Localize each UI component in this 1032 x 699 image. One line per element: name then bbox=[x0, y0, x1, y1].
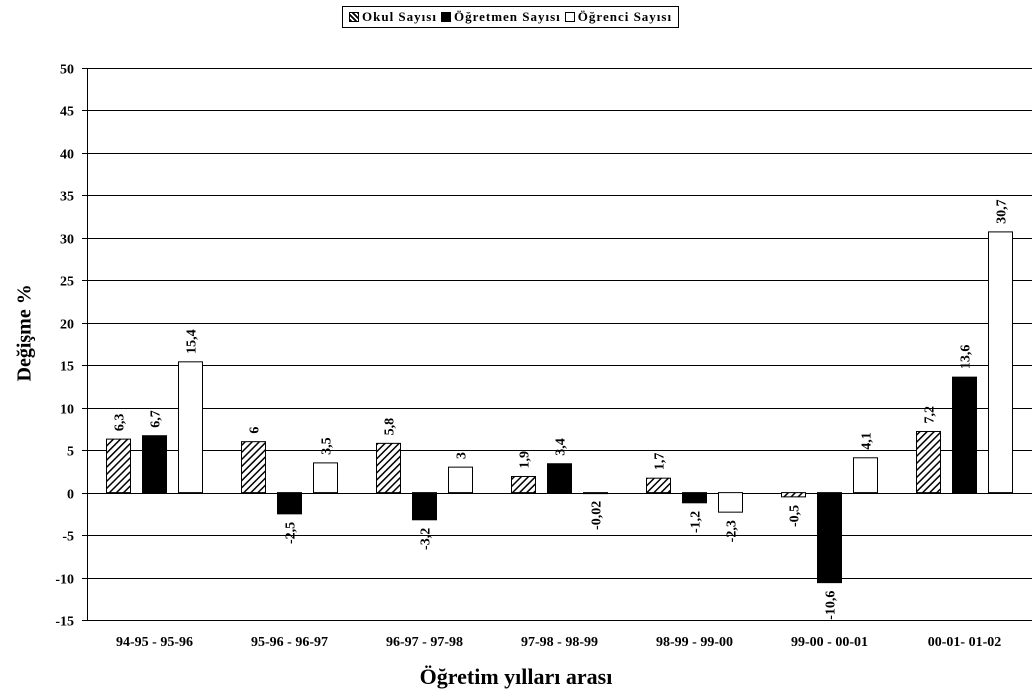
legend-item-okul: Okul Sayısı bbox=[349, 9, 437, 25]
x-tick-label: 94-95 - 95-96 bbox=[116, 635, 193, 650]
legend-label-ogretmen: Öğretmen Sayısı bbox=[453, 9, 561, 24]
bar-okul bbox=[646, 477, 671, 494]
data-label: -2,3 bbox=[725, 520, 740, 542]
legend: Okul Sayısı Öğretmen Sayısı Öğrenci Sayı… bbox=[342, 6, 680, 28]
data-label: -0,02 bbox=[590, 501, 605, 530]
bar-ogrenci bbox=[988, 231, 1013, 494]
y-tick-label: 5 bbox=[67, 445, 74, 460]
data-label: 1,9 bbox=[518, 451, 533, 469]
data-label: 6,3 bbox=[113, 414, 128, 432]
x-tick-label: 99-00 - 00-01 bbox=[791, 635, 868, 650]
bar-ogrenci bbox=[853, 457, 878, 494]
y-tick-label: -15 bbox=[55, 615, 74, 630]
x-tick-label: 95-96 - 96-97 bbox=[251, 635, 328, 650]
data-label: 6,7 bbox=[149, 410, 164, 428]
data-label: -10,6 bbox=[824, 591, 839, 620]
legend-item-ogrenci: Öğrenci Sayısı bbox=[564, 9, 673, 25]
bar-okul bbox=[781, 492, 806, 498]
bar-ogretmen bbox=[682, 492, 707, 504]
y-tick-label: -5 bbox=[62, 530, 74, 545]
data-label: 1,7 bbox=[653, 453, 668, 471]
bar-okul bbox=[916, 430, 941, 494]
data-label: 7,2 bbox=[923, 406, 938, 424]
y-tick-label: 30 bbox=[60, 233, 74, 248]
bar-ogrenci bbox=[313, 462, 338, 494]
x-axis-label: Öğretim yılları arası bbox=[419, 664, 613, 689]
y-tick-label: 50 bbox=[60, 63, 74, 78]
bar-ogretmen bbox=[817, 492, 842, 584]
bar-okul bbox=[106, 438, 131, 494]
x-tick-label: 97-98 - 98-99 bbox=[521, 635, 598, 650]
bar-ogretmen bbox=[412, 492, 437, 521]
data-label: -3,2 bbox=[419, 528, 434, 550]
bar-ogrenci bbox=[178, 361, 203, 494]
data-label: 5,8 bbox=[383, 418, 398, 436]
bar-ogrenci bbox=[718, 492, 743, 513]
legend-label-okul: Okul Sayısı bbox=[362, 9, 437, 24]
bar-ogrenci bbox=[448, 466, 473, 494]
hatch-swatch-icon bbox=[349, 12, 359, 22]
data-label: 4,1 bbox=[860, 432, 875, 450]
y-tick-label: 15 bbox=[60, 360, 74, 375]
bar-ogretmen bbox=[277, 492, 302, 515]
y-tick-label: 25 bbox=[60, 275, 74, 290]
white-swatch-icon bbox=[564, 12, 575, 22]
data-label: 15,4 bbox=[185, 329, 200, 354]
x-tick-label: 96-97 - 97-98 bbox=[386, 635, 463, 650]
bar-okul bbox=[376, 442, 401, 494]
data-label: 3,5 bbox=[320, 437, 335, 455]
y-tick-label: 10 bbox=[60, 403, 74, 418]
x-tick-label: 00-01- 01-02 bbox=[928, 635, 1002, 650]
data-label: -0,5 bbox=[788, 505, 803, 527]
bar-ogretmen bbox=[952, 376, 977, 494]
y-tick-label: 45 bbox=[60, 105, 74, 120]
bar-okul bbox=[511, 475, 536, 494]
bar-ogrenci bbox=[583, 492, 608, 495]
bar-ogretmen bbox=[142, 435, 167, 494]
legend-label-ogrenci: Öğrenci Sayısı bbox=[577, 9, 673, 24]
black-swatch-icon bbox=[440, 12, 451, 22]
y-axis-label: Değişme % bbox=[13, 284, 36, 382]
y-tick-label: 40 bbox=[60, 148, 74, 163]
data-label: 6 bbox=[248, 427, 263, 434]
y-tick-label: -10 bbox=[55, 573, 74, 588]
x-tick-label: 98-99 - 99-00 bbox=[656, 635, 733, 650]
y-tick-label: 20 bbox=[60, 318, 74, 333]
bar-okul bbox=[241, 441, 266, 494]
data-label: 3 bbox=[455, 452, 470, 459]
data-label: 13,6 bbox=[959, 345, 974, 370]
data-label: 3,4 bbox=[554, 438, 569, 456]
data-label: -2,5 bbox=[284, 522, 299, 544]
legend-item-ogretmen: Öğretmen Sayısı bbox=[440, 9, 561, 25]
y-tick-label: 0 bbox=[67, 488, 74, 503]
data-label: 30,7 bbox=[995, 199, 1010, 224]
bar-ogretmen bbox=[547, 463, 572, 494]
y-tick-label: 35 bbox=[60, 190, 74, 205]
data-label: -1,2 bbox=[689, 511, 704, 533]
